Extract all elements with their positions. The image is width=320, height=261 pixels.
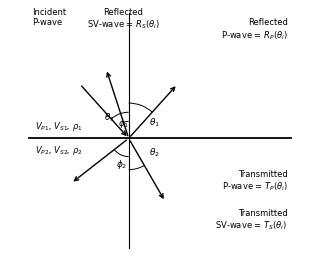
Text: Reflected
P-wave = $R_P(\theta_i)$: Reflected P-wave = $R_P(\theta_i)$ [221,18,288,41]
Text: $\phi_2$: $\phi_2$ [116,158,128,171]
Text: Incident
P-wave: Incident P-wave [32,8,66,27]
Text: Transmitted
P-wave = $T_P(\theta_i)$: Transmitted P-wave = $T_P(\theta_i)$ [222,170,288,193]
Text: $\theta_2$: $\theta_2$ [149,146,160,159]
Text: Reflected
SV-wave = $R_S(\theta_i)$: Reflected SV-wave = $R_S(\theta_i)$ [87,8,160,31]
Text: $\theta_1$: $\theta_1$ [149,117,160,129]
Text: $V_{P2}$, $V_{S2}$, $\rho_2$: $V_{P2}$, $V_{S2}$, $\rho_2$ [35,144,83,157]
Text: $\theta_1$: $\theta_1$ [104,112,115,124]
Text: $V_{P1}$, $V_{S1}$, $\rho_1$: $V_{P1}$, $V_{S1}$, $\rho_1$ [35,120,83,133]
Text: $\phi_1$: $\phi_1$ [118,117,130,130]
Text: Transmitted
SV-wave = $T_S(\theta_i)$: Transmitted SV-wave = $T_S(\theta_i)$ [215,209,288,232]
